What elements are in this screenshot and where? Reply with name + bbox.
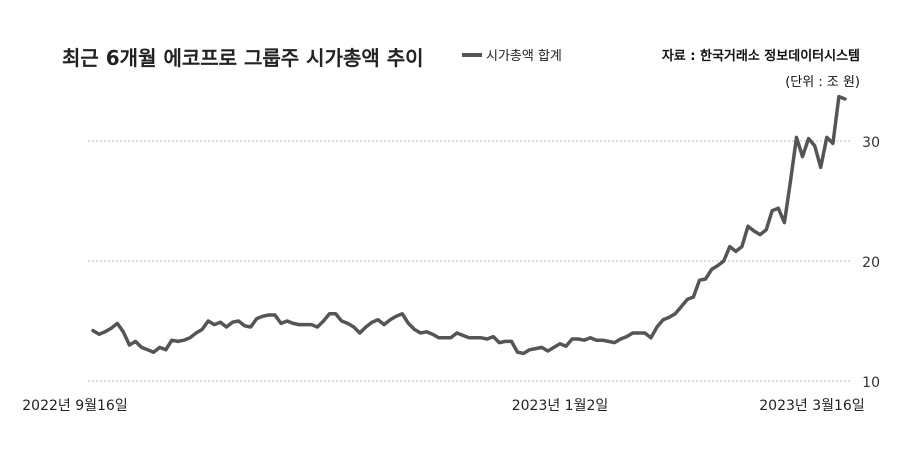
chart-title: 최근 6개월 에코프로 그룹주 시가총액 추이 — [62, 46, 424, 70]
series-line — [91, 94, 847, 356]
x-tick-label: 2023년 3월16일 — [759, 398, 864, 414]
legend: 시가총액 합계 — [462, 45, 562, 64]
unit-note: (단위 : 조 원) — [785, 75, 860, 90]
legend-swatch — [462, 52, 482, 57]
x-tick-label: 2023년 1월2일 — [512, 398, 609, 414]
y-tick-label: 20 — [862, 255, 880, 271]
y-tick-label: 30 — [862, 135, 880, 151]
x-tick-label: 2022년 9월16일 — [22, 398, 127, 414]
source-note: 자료 : 한국거래소 정보데이터시스템 — [661, 49, 860, 64]
legend-label: 시가총액 합계 — [486, 49, 562, 64]
y-tick-label: 10 — [862, 375, 880, 391]
